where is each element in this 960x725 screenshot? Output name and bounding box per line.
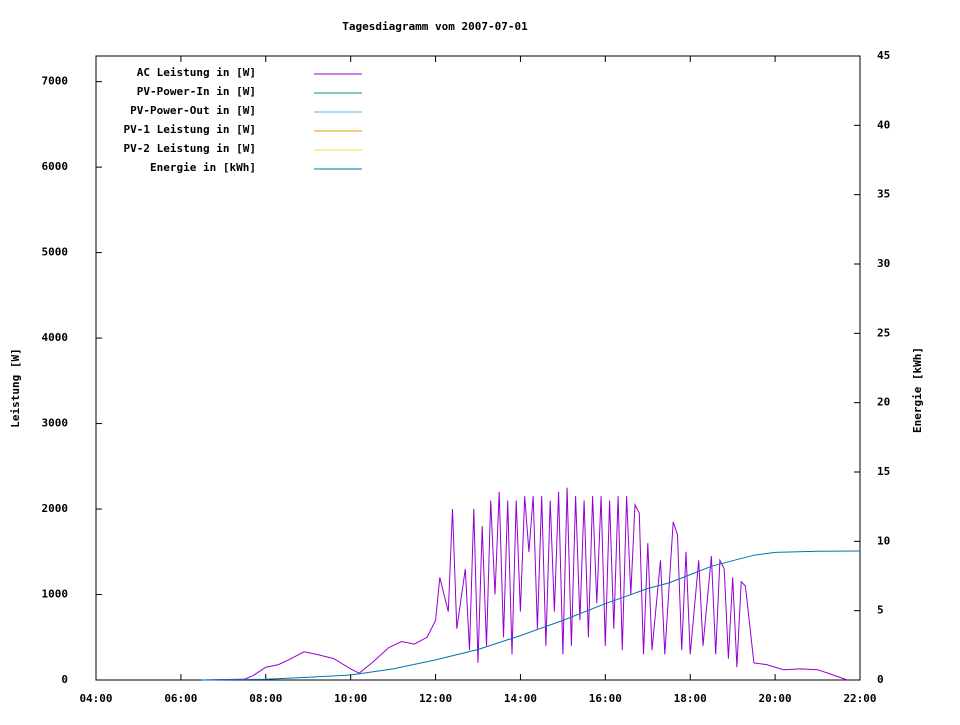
y2-tick-label: 45 [877, 49, 890, 62]
y-tick-label: 4000 [42, 331, 69, 344]
x-tick-label: 18:00 [674, 692, 707, 705]
legend-label: Energie in [kWh] [150, 161, 256, 174]
legend-label: PV-2 Leistung in [W] [124, 142, 256, 155]
y2-tick-label: 0 [877, 673, 884, 686]
x-tick-label: 16:00 [589, 692, 622, 705]
y-tick-label: 1000 [42, 588, 69, 601]
y2-tick-label: 5 [877, 604, 884, 617]
y2-tick-label: 40 [877, 118, 890, 131]
legend-label: PV-1 Leistung in [W] [124, 123, 256, 136]
y-tick-label: 0 [61, 673, 68, 686]
legend-label: PV-Power-In in [W] [137, 85, 256, 98]
legend-label: AC Leistung in [W] [137, 66, 256, 79]
legend-label: PV-Power-Out in [W] [130, 104, 256, 117]
y2-tick-label: 15 [877, 465, 890, 478]
x-tick-label: 08:00 [249, 692, 282, 705]
y-tick-label: 5000 [42, 246, 69, 259]
y-tick-label: 7000 [42, 75, 69, 88]
x-tick-label: 14:00 [504, 692, 537, 705]
y2-axis-label: Energie [kWh] [911, 347, 924, 433]
series-line [202, 550, 861, 681]
x-tick-label: 06:00 [164, 692, 197, 705]
x-tick-label: 12:00 [419, 692, 452, 705]
y2-tick-label: 10 [877, 534, 890, 547]
y2-tick-label: 30 [877, 257, 890, 270]
series-line [202, 487, 848, 681]
x-tick-label: 20:00 [759, 692, 792, 705]
y2-tick-label: 25 [877, 326, 890, 339]
y-tick-label: 6000 [42, 160, 69, 173]
x-tick-label: 04:00 [79, 692, 112, 705]
y2-tick-label: 20 [877, 396, 890, 409]
y-tick-label: 3000 [42, 417, 69, 430]
plot-frame [95, 55, 861, 681]
y-axis-label: Leistung [W] [9, 348, 22, 427]
chart-title: Tagesdiagramm vom 2007-07-01 [342, 20, 528, 33]
x-tick-label: 10:00 [334, 692, 367, 705]
x-tick-label: 22:00 [843, 692, 876, 705]
y2-tick-label: 35 [877, 188, 890, 201]
y-tick-label: 2000 [42, 502, 69, 515]
